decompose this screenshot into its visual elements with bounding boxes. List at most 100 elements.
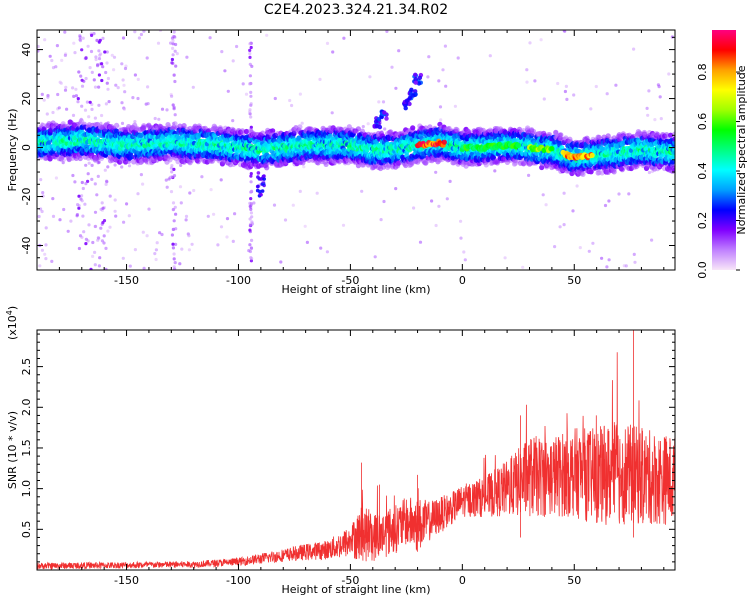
heatmap-cell — [658, 95, 662, 99]
heatmap-cell — [645, 106, 649, 110]
heatmap-cell — [172, 174, 177, 178]
heatmap-cell — [241, 82, 245, 86]
heatmap-cell — [77, 204, 81, 208]
heatmap-cell — [106, 165, 110, 169]
heatmap-cell — [249, 45, 253, 50]
heatmap-cell — [248, 110, 252, 114]
heatmap-cell — [146, 85, 150, 89]
heatmap-cell — [176, 135, 182, 141]
heatmap-cell — [133, 248, 137, 252]
heatmap-cell — [563, 89, 568, 94]
heatmap-cell — [160, 232, 164, 237]
heatmap-cell — [248, 42, 252, 46]
heatmap-cell — [101, 36, 105, 41]
heatmap-cell — [156, 41, 161, 45]
heatmap-cell — [78, 39, 83, 43]
heatmap-cell — [385, 30, 389, 33]
heatmap-cell — [212, 212, 216, 216]
heatmap-cell — [533, 79, 537, 83]
heatmap-cell — [50, 259, 54, 263]
heatmap-cell — [139, 32, 143, 37]
heatmap-cell — [93, 250, 97, 254]
heatmap-cell — [122, 220, 126, 224]
heatmap-cell — [248, 217, 252, 221]
heatmap-cell — [74, 87, 78, 91]
heatmap-cell — [171, 208, 175, 212]
heatmap-cell — [93, 263, 97, 267]
heatmap-cell — [165, 185, 169, 189]
heatmap-cell — [653, 118, 657, 122]
heatmap-cell — [456, 56, 460, 60]
heatmap-cell — [97, 160, 101, 164]
heatmap-cell — [94, 55, 98, 59]
heatmap-cell — [174, 212, 178, 216]
heatmap-cell — [113, 163, 117, 167]
heatmap-cell — [80, 199, 84, 203]
heatmap-cell — [58, 218, 62, 222]
heatmap-cell — [154, 257, 158, 262]
heatmap-cell — [121, 256, 125, 260]
heatmap-cell — [172, 30, 176, 34]
heatmap-cell — [605, 92, 609, 96]
heatmap-cell — [591, 241, 595, 245]
heatmap-cell — [462, 250, 466, 254]
heatmap-cell — [170, 164, 174, 168]
heatmap-cell — [123, 66, 128, 71]
heatmap-cell — [100, 201, 104, 205]
heatmap-cell — [99, 52, 103, 56]
heatmap-cell — [93, 224, 97, 229]
heatmap-cell — [171, 246, 175, 250]
heatmap-cell — [90, 163, 94, 167]
heatmap-cell — [44, 243, 48, 247]
heatmap-cell — [290, 103, 294, 108]
heatmap-cell — [79, 74, 83, 78]
heatmap-cell — [76, 97, 80, 101]
heatmap-cell — [226, 89, 230, 93]
heatmap-cell — [627, 192, 631, 196]
heatmap-cell — [91, 254, 95, 258]
heatmap-cell — [206, 214, 210, 218]
heatmap-cell — [80, 235, 84, 239]
heatmap-cell — [223, 69, 227, 73]
heatmap-cell — [170, 57, 174, 62]
heatmap-cell — [57, 106, 61, 110]
heatmap-cell — [123, 90, 127, 94]
heatmap-cell — [410, 125, 416, 131]
heatmap-cell — [77, 194, 81, 198]
heatmap-cell — [444, 84, 448, 88]
heatmap-cell — [249, 94, 253, 98]
heatmap-cell — [243, 128, 250, 135]
heatmap-cell — [41, 191, 45, 195]
heatmap-cell — [51, 214, 56, 218]
heatmap-cell — [459, 236, 463, 240]
heatmap-cell — [43, 147, 49, 154]
heatmap-cell — [249, 90, 253, 94]
heatmap-cell — [624, 264, 628, 268]
heatmap-cell — [171, 201, 176, 205]
heatmap-cell — [93, 85, 98, 89]
heatmap-cell — [136, 96, 140, 101]
heatmap-cell — [78, 35, 82, 39]
heatmap-cell — [249, 207, 253, 211]
heatmap-cell — [178, 185, 183, 189]
heatmap-cell — [103, 168, 107, 172]
heatmap-cell — [40, 209, 44, 214]
heatmap-cell — [128, 264, 132, 268]
heatmap-cell — [71, 173, 75, 178]
heatmap-cell — [208, 36, 212, 40]
heatmap-cell — [171, 42, 175, 46]
heatmap-cell — [86, 44, 90, 48]
heatmap-cell — [209, 188, 213, 192]
heatmap-cell — [175, 52, 179, 56]
heatmap-cell — [426, 75, 430, 79]
heatmap-cell — [298, 189, 302, 193]
heatmap-cell — [646, 113, 650, 117]
heatmap-cell — [61, 161, 65, 165]
figure-title: C2E4.2023.324.21.34.R02 — [264, 2, 448, 18]
heatmap-cell — [315, 191, 319, 195]
heatmap-cell — [171, 242, 175, 246]
heatmap-cell — [439, 118, 443, 122]
heatmap-cell — [381, 100, 386, 104]
heatmap-cell — [594, 84, 598, 89]
heatmap-cell — [463, 258, 467, 262]
